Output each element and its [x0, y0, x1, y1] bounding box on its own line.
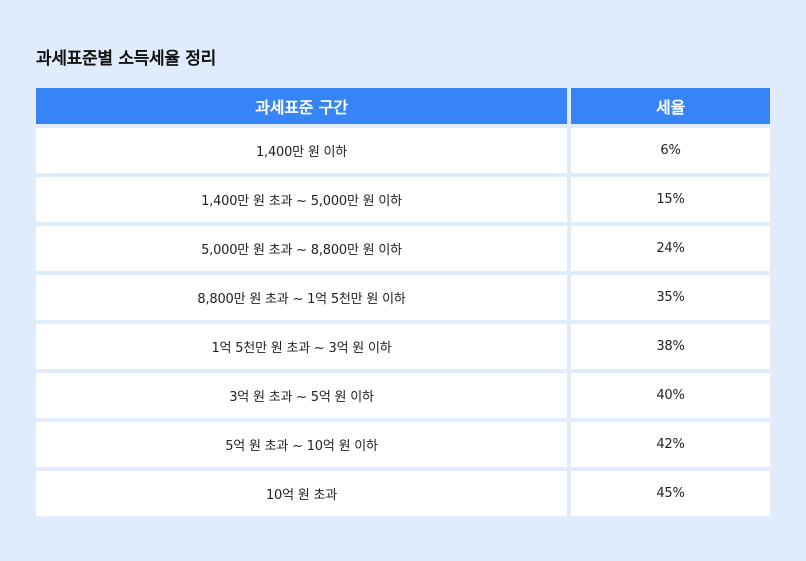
row-bracket: 3억 원 초과 ~ 5억 원 이하: [36, 373, 567, 418]
row-rate: 42%: [571, 422, 770, 467]
row-rate: 45%: [571, 471, 770, 516]
row-rate: 15%: [571, 177, 770, 222]
row-rate: 6%: [571, 128, 770, 173]
tax-rate-table: 과세표준 구간 세율 1,400만 원 이하 6% 1,400만 원 초과 ~ …: [36, 88, 770, 516]
row-rate: 35%: [571, 275, 770, 320]
row-bracket: 1억 5천만 원 초과 ~ 3억 원 이하: [36, 324, 567, 369]
row-bracket: 1,400만 원 이하: [36, 128, 567, 173]
row-bracket: 5억 원 초과 ~ 10억 원 이하: [36, 422, 567, 467]
row-rate: 38%: [571, 324, 770, 369]
header-rate: 세율: [571, 88, 770, 124]
row-rate: 24%: [571, 226, 770, 271]
page-title: 과세표준별 소득세율 정리: [36, 49, 216, 69]
row-bracket: 1,400만 원 초과 ~ 5,000만 원 이하: [36, 177, 567, 222]
row-bracket: 10억 원 초과: [36, 471, 567, 516]
row-bracket: 5,000만 원 초과 ~ 8,800만 원 이하: [36, 226, 567, 271]
row-bracket: 8,800만 원 초과 ~ 1억 5천만 원 이하: [36, 275, 567, 320]
row-rate: 40%: [571, 373, 770, 418]
header-bracket: 과세표준 구간: [36, 88, 567, 124]
